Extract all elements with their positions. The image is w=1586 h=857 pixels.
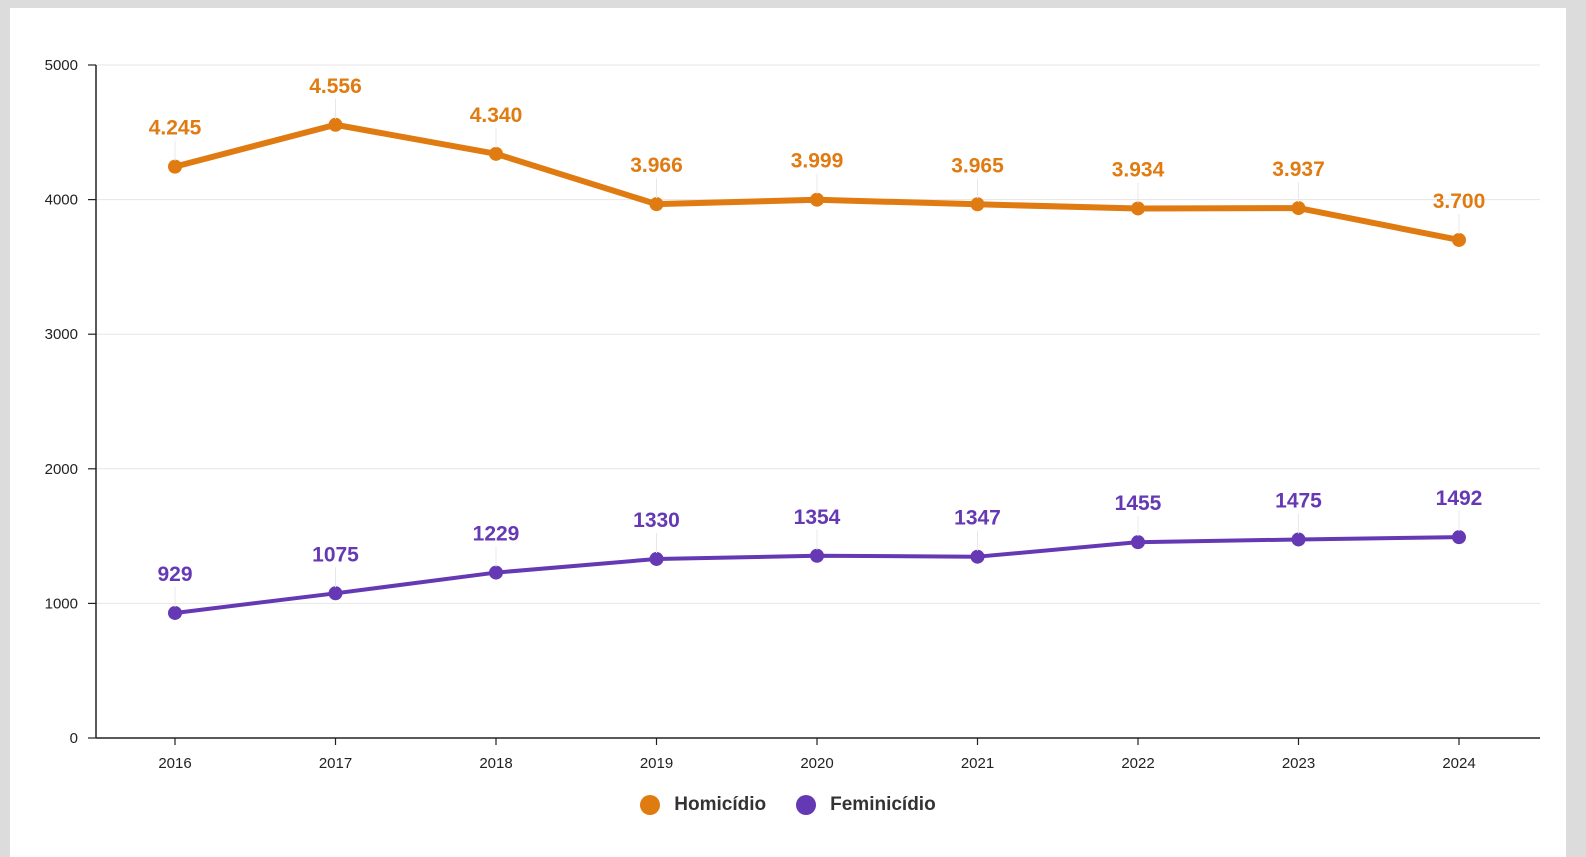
point-homicidio-2023 [1291, 201, 1306, 216]
point-homicidio-2024 [1452, 232, 1466, 247]
point-homicidio-2017 [328, 117, 343, 132]
x-tick-label-2021: 2021 [961, 755, 994, 772]
data-label-homicidio-2019: 3.966 [630, 154, 683, 177]
data-label-feminicidio-2018: 1229 [473, 523, 520, 546]
x-tick-label-2023: 2023 [1282, 755, 1315, 772]
data-label-feminicidio-2019: 1330 [633, 509, 680, 532]
legend-marker-feminicidio [796, 795, 817, 815]
data-label-feminicidio-2022: 1455 [1115, 492, 1162, 515]
data-label-feminicidio-2021: 1347 [954, 507, 1001, 530]
point-feminicidio-2016 [168, 605, 182, 620]
chart-container: 0 1000 2000 3000 4000 5000 2016 2017 2018 2019 202… [10, 8, 1566, 857]
data-label-homicidio-2018: 4.340 [470, 104, 523, 127]
grid-lines [96, 64, 1540, 604]
y-tick-label-1000: 1000 [45, 595, 78, 612]
data-label-homicidio-2017: 4.556 [309, 75, 362, 98]
point-feminicidio-2024 [1452, 530, 1466, 545]
data-label-homicidio-2021: 3.965 [951, 154, 1004, 177]
point-feminicidio-2017 [328, 586, 343, 601]
legend-item-feminicidio[interactable]: Feminicídio [796, 794, 936, 816]
x-tick-label-2020: 2020 [800, 755, 833, 772]
y-tick-label-0: 0 [70, 730, 78, 747]
point-feminicidio-2022 [1131, 535, 1145, 550]
x-tick-label-2018: 2018 [479, 755, 512, 772]
point-homicidio-2020 [810, 192, 824, 207]
x-tick-label-2019: 2019 [640, 755, 673, 772]
point-homicidio-2021 [970, 197, 985, 212]
data-label-homicidio-2020: 3.999 [791, 150, 844, 173]
y-tick-label-4000: 4000 [45, 192, 78, 209]
x-tick-label-2022: 2022 [1121, 755, 1154, 772]
x-tick-label-2024: 2024 [1442, 755, 1475, 772]
y-tick-label-2000: 2000 [45, 461, 78, 478]
legend-marker-homicidio [640, 795, 661, 815]
data-label-feminicidio-2024: 1492 [1436, 487, 1483, 510]
data-label-feminicidio-2017: 1075 [312, 543, 359, 566]
y-tick-label-5000: 5000 [45, 57, 78, 74]
line-chart: 0 1000 2000 3000 4000 5000 2016 2017 2018 2019 202… [45, 57, 1540, 772]
legend: Homicídio Feminicídio [10, 794, 1566, 816]
x-tick-label-2016: 2016 [158, 755, 191, 772]
data-label-feminicidio-2020: 1354 [794, 506, 841, 529]
series-lines [168, 117, 1466, 620]
point-homicidio-2016 [168, 159, 182, 174]
point-feminicidio-2019 [649, 551, 664, 566]
data-label-feminicidio-2016: 929 [157, 563, 192, 586]
point-feminicidio-2023 [1291, 532, 1306, 547]
x-tick-label-2017: 2017 [319, 755, 352, 772]
point-homicidio-2019 [649, 197, 664, 212]
data-label-feminicidio-2023: 1475 [1275, 489, 1322, 512]
data-label-homicidio-2016: 4.245 [149, 117, 202, 140]
point-homicidio-2022 [1131, 201, 1145, 216]
data-label-homicidio-2023: 3.937 [1272, 158, 1325, 181]
legend-label-homicidio: Homicídio [674, 794, 767, 815]
point-feminicidio-2021 [970, 549, 985, 564]
data-labels: 4.245 4.556 4.340 3.966 3.999 3.965 3.934 3.937… [149, 75, 1486, 607]
point-feminicidio-2018 [489, 565, 503, 580]
data-label-homicidio-2024: 3.700 [1433, 190, 1486, 213]
data-label-homicidio-2022: 3.934 [1112, 158, 1165, 181]
legend-item-homicidio[interactable]: Homicídio [640, 794, 766, 816]
point-feminicidio-2020 [810, 548, 824, 563]
point-homicidio-2018 [489, 146, 503, 161]
legend-label-feminicidio: Feminicídio [830, 794, 936, 815]
axes: 0 1000 2000 3000 4000 5000 2016 2017 2018 2019 202… [45, 57, 1540, 772]
y-tick-label-3000: 3000 [45, 326, 78, 343]
